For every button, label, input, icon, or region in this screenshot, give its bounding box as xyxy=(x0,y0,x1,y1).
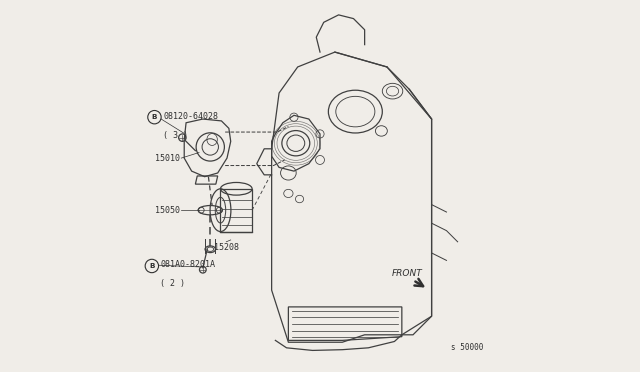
Text: B: B xyxy=(152,114,157,120)
Text: B: B xyxy=(149,263,155,269)
Text: 15010: 15010 xyxy=(156,154,180,163)
Text: 15050: 15050 xyxy=(156,206,180,215)
Text: 08120-64028: 08120-64028 xyxy=(163,112,218,121)
Text: FRONT: FRONT xyxy=(392,269,423,278)
Text: 15208: 15208 xyxy=(214,243,239,252)
Text: s 50000: s 50000 xyxy=(451,343,483,352)
Text: 081A0-8201A: 081A0-8201A xyxy=(161,260,216,269)
Text: ( 3 ): ( 3 ) xyxy=(163,131,188,140)
Text: ( 2 ): ( 2 ) xyxy=(161,279,186,288)
Bar xyxy=(221,189,252,231)
